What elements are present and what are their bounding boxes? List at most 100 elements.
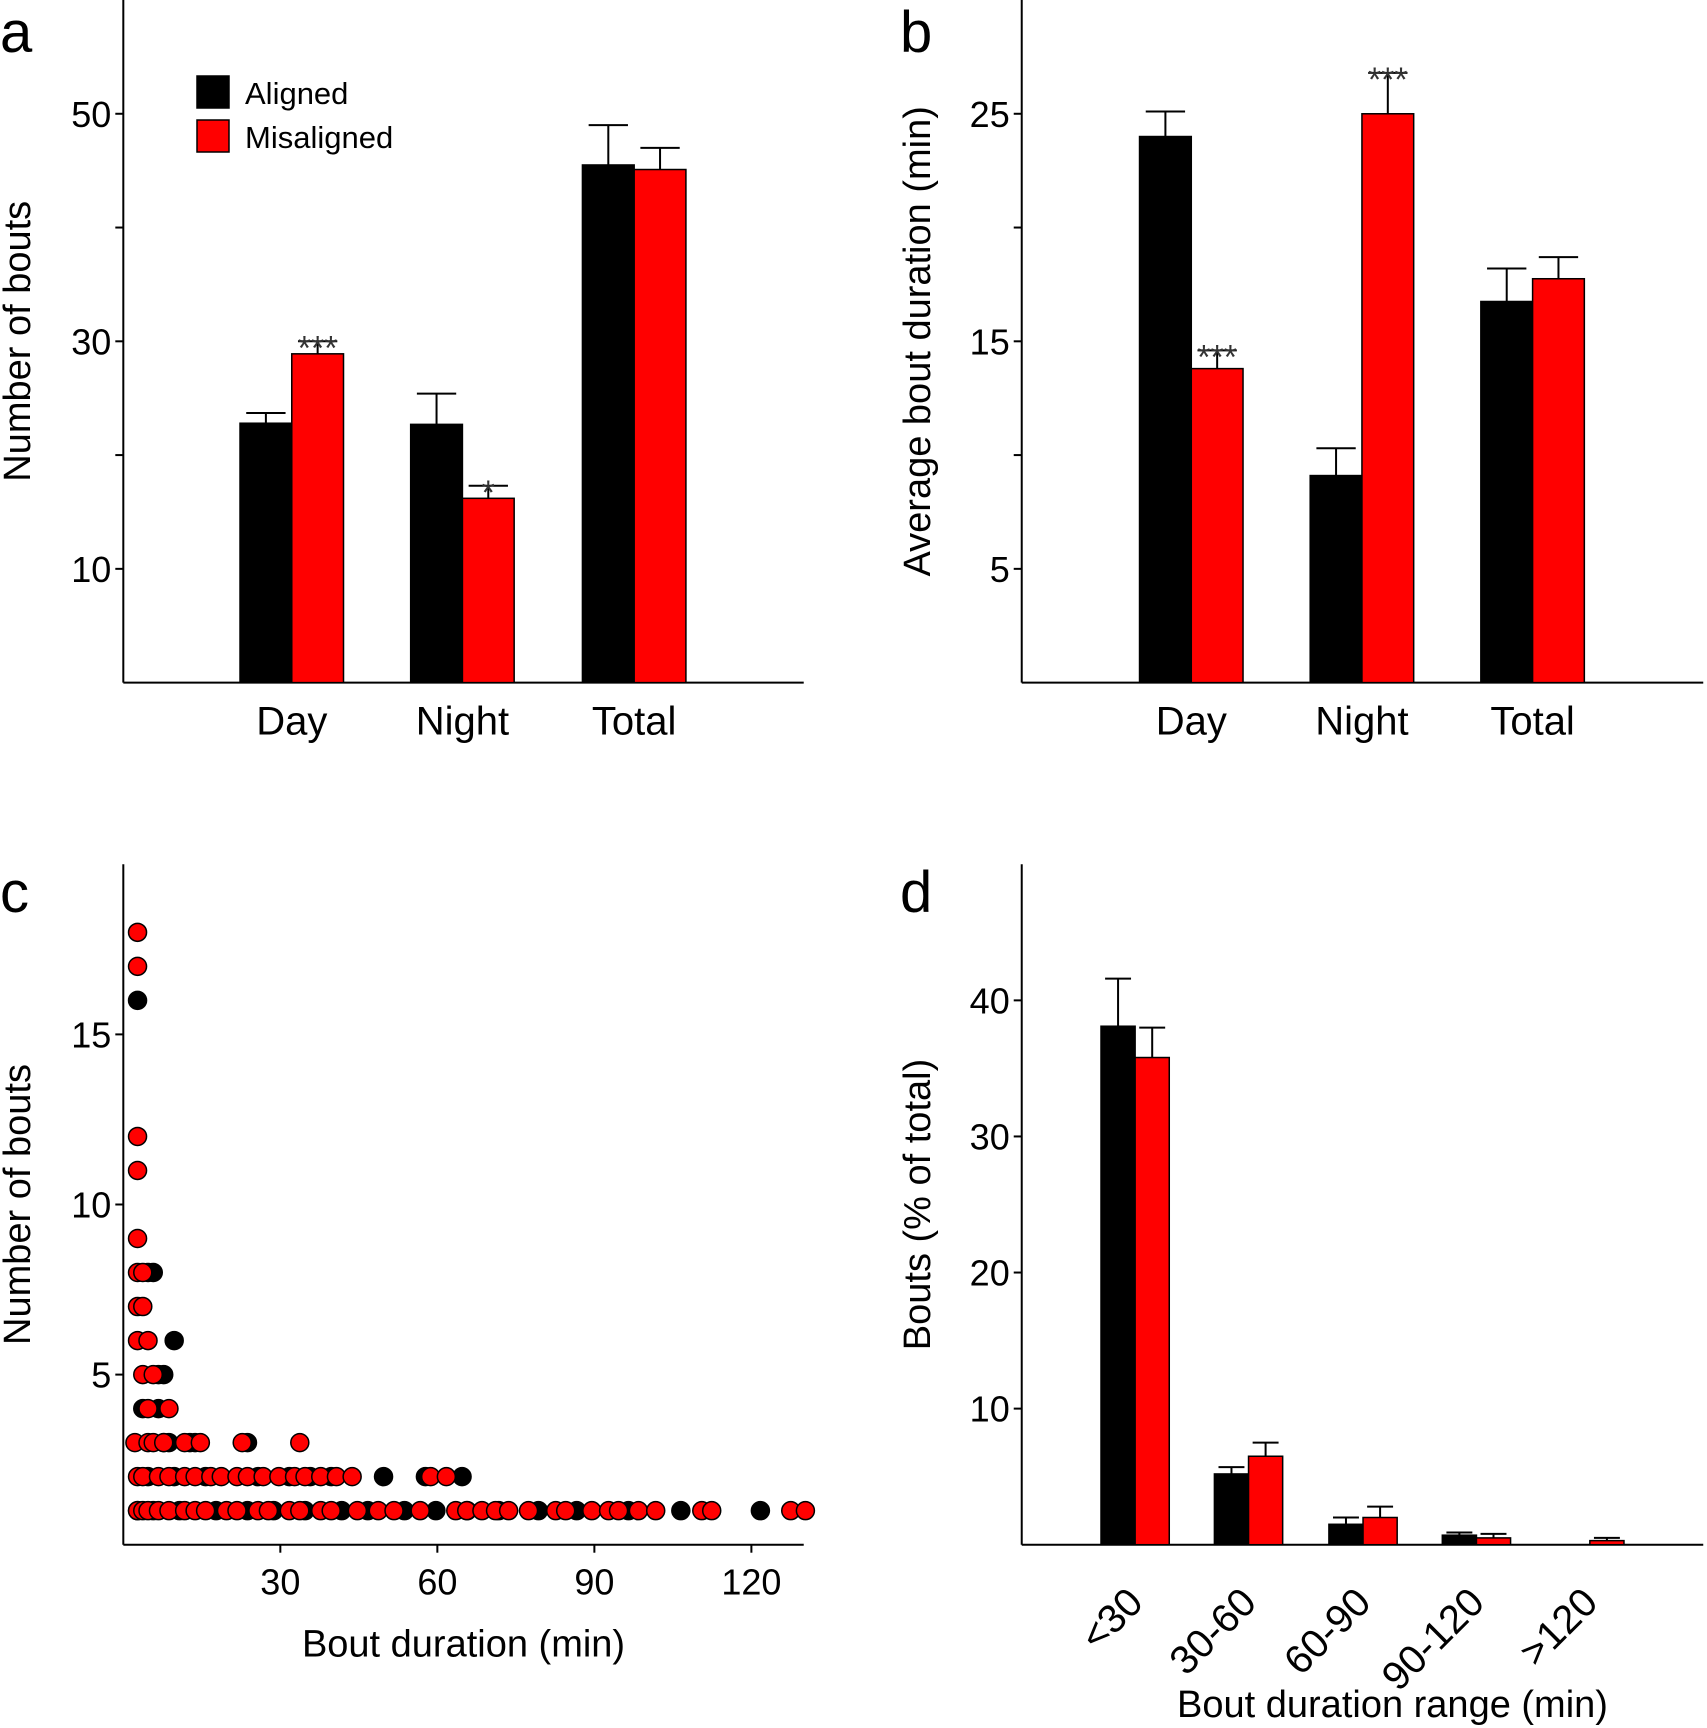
bar-misaligned xyxy=(1134,1056,1171,1546)
x-category-label: Night xyxy=(1315,700,1408,744)
x-category-label: <30 xyxy=(1072,1580,1151,1659)
bar-aligned xyxy=(581,164,635,684)
bar-misaligned xyxy=(461,497,515,684)
scatter-point-misaligned xyxy=(628,1500,649,1521)
panel-letter-a: a xyxy=(0,0,33,65)
bar-misaligned xyxy=(633,168,687,684)
x-category-label: Night xyxy=(416,700,509,744)
y-tick-label: 25 xyxy=(970,94,1010,135)
scatter-point-misaligned xyxy=(143,1364,163,1385)
scatter-point-misaligned xyxy=(127,1228,148,1249)
scatter-point-misaligned xyxy=(190,1432,211,1453)
scatter-point-misaligned xyxy=(258,1500,279,1521)
scatter-point-misaligned xyxy=(195,1500,216,1521)
legend-label-misaligned: Misaligned xyxy=(245,120,393,155)
scatter-point-misaligned xyxy=(342,1466,362,1487)
scatter-point-aligned xyxy=(750,1500,771,1521)
scatter-point-misaligned xyxy=(384,1500,404,1521)
bar-misaligned xyxy=(1589,1539,1625,1546)
scatter-point-misaligned xyxy=(127,1126,148,1147)
scatter-point-misaligned xyxy=(436,1466,457,1487)
scatter-point-misaligned xyxy=(138,1330,158,1351)
scatter-point-misaligned xyxy=(127,922,148,943)
legend-swatch-aligned xyxy=(196,75,230,109)
bar-misaligned xyxy=(1247,1455,1284,1546)
scatter-point-aligned xyxy=(373,1466,394,1487)
y-tick-label: 5 xyxy=(91,1355,111,1396)
y-tick-label: 10 xyxy=(970,1389,1010,1430)
y-tick-label: 5 xyxy=(990,549,1010,590)
x-category-label: 90-120 xyxy=(1374,1580,1493,1699)
bar-aligned xyxy=(409,423,464,684)
scatter-point-misaligned xyxy=(347,1500,368,1521)
bar-misaligned xyxy=(1190,367,1244,684)
significance-marker: *** xyxy=(298,329,338,367)
x-category-label: Total xyxy=(1490,700,1575,744)
bar-aligned xyxy=(1480,300,1534,684)
scatter-point-misaligned xyxy=(410,1500,430,1521)
scatter-point-misaligned xyxy=(133,1296,153,1317)
bar-misaligned xyxy=(1362,1516,1398,1546)
scatter-point-misaligned xyxy=(518,1500,539,1521)
bar-misaligned xyxy=(1475,1537,1512,1546)
y-tick-label: 40 xyxy=(970,980,1010,1021)
y-tick-label: 15 xyxy=(71,1014,111,1055)
x-tick-label: 30 xyxy=(260,1562,300,1603)
scatter-point-misaligned xyxy=(290,1432,310,1453)
panel-b: b 5 15 25 Average bout duration (min) Day Nig… xyxy=(897,0,1704,744)
x-axis-label: Bout duration (min) xyxy=(302,1624,625,1666)
y-axis-label: Bouts (% of total) xyxy=(897,1059,939,1350)
x-category-label: Day xyxy=(1156,700,1227,744)
y-tick-label: 15 xyxy=(970,321,1010,362)
scatter-point-misaligned xyxy=(227,1500,247,1521)
x-axis-label: Bout duration range (min) xyxy=(1177,1684,1608,1726)
y-axis-label: Average bout duration (min) xyxy=(897,106,939,576)
bar-misaligned xyxy=(1531,277,1586,684)
scatter-point-misaligned xyxy=(701,1500,722,1521)
x-tick-label: 60 xyxy=(417,1562,457,1603)
scatter-point-misaligned xyxy=(555,1500,576,1521)
panel-d: d 10 20 30 40 Bouts (% of total) <30 30-60 60-9… xyxy=(897,860,1704,1726)
bar-aligned xyxy=(239,422,293,684)
scatter-point-aligned xyxy=(164,1330,184,1351)
bar-misaligned xyxy=(291,353,345,684)
significance-marker: *** xyxy=(1368,61,1408,99)
panel-letter-b: b xyxy=(900,0,932,65)
bar-aligned xyxy=(1213,1473,1250,1546)
scatter-point-misaligned xyxy=(321,1500,341,1521)
scatter-point-misaligned xyxy=(608,1500,629,1521)
x-category-label: 60-90 xyxy=(1276,1580,1379,1683)
scatter-point-misaligned xyxy=(153,1432,174,1453)
bar-aligned xyxy=(1309,474,1363,684)
y-tick-label: 50 xyxy=(71,94,111,135)
x-tick-label: 120 xyxy=(721,1562,781,1603)
scatter-point-misaligned xyxy=(232,1432,252,1453)
scatter-point-misaligned xyxy=(290,1500,310,1521)
bar-aligned xyxy=(1138,135,1193,684)
scatter-point-misaligned xyxy=(159,1398,179,1419)
bar-aligned xyxy=(1100,1025,1136,1546)
scatter-point-misaligned xyxy=(645,1500,666,1521)
y-axis-label: Number of bouts xyxy=(0,1064,39,1345)
scatter-point-misaligned xyxy=(582,1500,602,1521)
bar-aligned xyxy=(1441,1534,1478,1546)
scatter-point-misaligned xyxy=(133,1262,153,1283)
bar-misaligned xyxy=(1361,113,1415,684)
panel-letter-d: d xyxy=(900,860,932,925)
x-category-label: Total xyxy=(592,700,677,744)
y-tick-label: 10 xyxy=(71,549,111,590)
panel-letter-c: c xyxy=(0,860,29,925)
x-category-label: 30-60 xyxy=(1161,1580,1264,1683)
legend-label-aligned: Aligned xyxy=(245,76,348,111)
legend-swatch-misaligned xyxy=(196,119,230,153)
x-category-label: >120 xyxy=(1511,1580,1606,1675)
scatter-point-misaligned xyxy=(498,1500,519,1521)
y-tick-label: 10 xyxy=(71,1184,111,1225)
y-axis-label: Number of bouts xyxy=(0,201,39,482)
x-tick-label: 90 xyxy=(574,1562,614,1603)
scatter-point-misaligned xyxy=(127,1160,148,1181)
panel-c: c 5 10 15 Number of bouts 30 60 90 120 Bout dura… xyxy=(0,860,816,1666)
bar-aligned xyxy=(1328,1523,1364,1546)
